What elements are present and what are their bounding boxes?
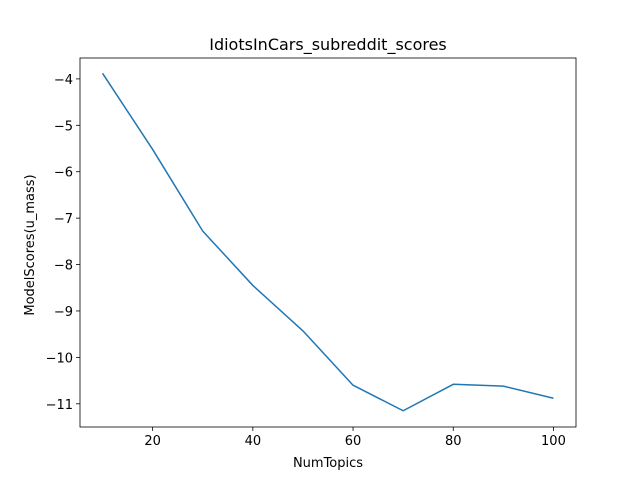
y-tick-label-3: −7 xyxy=(54,212,73,227)
x-tick-label-80: 80 xyxy=(445,434,462,449)
y-tick-label-5: −9 xyxy=(54,305,73,320)
y-tick-label-0: −4 xyxy=(54,73,73,88)
y-tick-label-2: −6 xyxy=(54,166,73,181)
x-tick-label-60: 60 xyxy=(345,434,362,449)
x-tick-label-100: 100 xyxy=(541,434,566,449)
plot-area: 20 40 60 80 100 −4 −5 −6 −7 −8 −9 −10 −11 xyxy=(46,57,577,449)
x-tick-label-40: 40 xyxy=(245,434,262,449)
axes-frame xyxy=(79,57,577,428)
chart-title: IdiotsInCars_subreddit_scores xyxy=(209,35,447,55)
y-tick-label-7: −11 xyxy=(46,398,73,413)
y-tick-label-4: −8 xyxy=(54,259,73,274)
y-axis-label: ModelScores(u_mass) xyxy=(23,174,38,315)
x-tick-label-20: 20 xyxy=(144,434,161,449)
x-axis-label: NumTopics xyxy=(293,456,363,471)
y-tick-label-1: −5 xyxy=(54,119,73,134)
y-tick-label-6: −10 xyxy=(46,351,73,366)
series-line-0 xyxy=(101,72,554,412)
